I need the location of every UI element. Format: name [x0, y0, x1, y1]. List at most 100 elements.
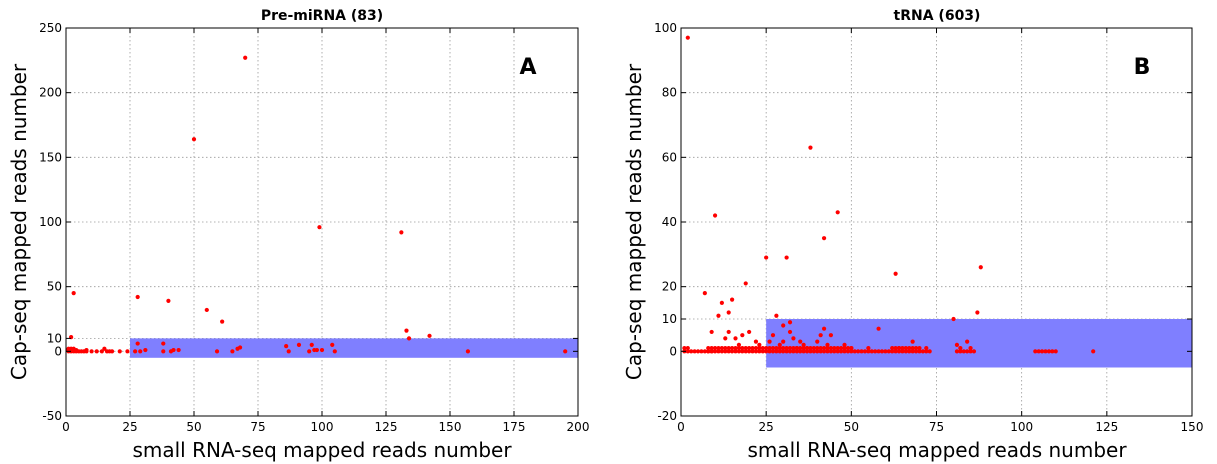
panel-a-data-point — [94, 349, 99, 354]
panel-b-data-point — [798, 346, 803, 351]
panel-a-data-point — [161, 349, 166, 354]
panel-b-data-point — [784, 349, 789, 354]
panel-a-data-point — [309, 342, 314, 347]
panel-b-data-point — [753, 339, 759, 344]
panel-b-data-point — [835, 349, 840, 354]
panel-b-data-point — [764, 349, 769, 354]
panel-b-data-point — [787, 329, 793, 335]
panel-b-xtick-label: 150 — [1181, 420, 1204, 434]
panel-b-data-point — [825, 342, 830, 347]
panel-b-data-point — [798, 339, 803, 344]
panel-b-data-point — [781, 346, 786, 351]
panel-a-data-point — [89, 349, 94, 354]
panel-a-data-point — [230, 349, 235, 354]
panel-b-data-point — [951, 316, 956, 322]
panel-b-data-point — [716, 349, 721, 354]
panel-b-data-point — [706, 346, 711, 351]
panel-b-panel-letter: B — [1134, 55, 1151, 80]
panel-b-highlight-region — [766, 319, 1192, 368]
panel-b-data-point — [740, 333, 745, 338]
panel-b-data-point — [733, 346, 738, 351]
panel-b-data-point — [747, 346, 752, 351]
panel-b-data-point — [832, 349, 837, 354]
panel-a-data-point — [332, 349, 337, 354]
panel-a-xtick-label: 25 — [122, 420, 137, 434]
panel-b-data-point — [716, 346, 721, 351]
panel-a-xtick-label: 150 — [439, 420, 462, 434]
panel-b-xtick-label: 75 — [929, 420, 944, 434]
panel-a-data-point — [135, 294, 140, 300]
panel-b-data-point — [869, 349, 874, 354]
panel-b-ytick-label: -20 — [657, 409, 677, 423]
panel-b-data-point — [767, 349, 772, 354]
panel-b-data-point — [876, 349, 881, 354]
panel-b-data-point — [685, 346, 690, 351]
panel-b-ytick-label: 40 — [662, 215, 677, 229]
panel-b-data-point — [866, 349, 871, 354]
panel-b-data-point — [726, 310, 731, 315]
panel-b-data-point — [767, 339, 772, 344]
panel-b-data-point — [767, 346, 772, 351]
panel-b-xlabel: small RNA-seq mapped reads number — [747, 438, 1127, 462]
panel-b-data-point — [730, 349, 735, 354]
panel-b-data-point — [958, 349, 963, 354]
panel-b-data-point — [702, 291, 707, 296]
panel-b-data-point — [781, 349, 786, 354]
panel-b-data-point — [781, 339, 786, 344]
panel-b-data-point — [791, 349, 796, 354]
panel-b-data-point — [815, 346, 820, 351]
panel-b-data-point — [733, 349, 738, 354]
panel-b-data-point — [818, 346, 823, 351]
panel-b-data-point — [733, 336, 738, 341]
panel-b-data-point — [913, 349, 919, 354]
panel-b-data-point — [712, 349, 718, 354]
panel-b-data-point — [910, 339, 915, 344]
panel-b-data-point — [924, 349, 929, 354]
panel-a-ytick-label: 250 — [39, 21, 62, 35]
panel-a-data-point — [125, 349, 130, 354]
panel-b-data-point — [692, 349, 697, 354]
panel-a-data-point — [220, 319, 225, 324]
panel-b-data-point — [757, 342, 762, 347]
panel-b-data-point — [852, 349, 857, 354]
panel-a-data-point — [284, 344, 289, 349]
panel-b-data-point — [893, 346, 898, 351]
panel-b-data-point — [811, 349, 816, 354]
panel-b-data-point — [832, 346, 837, 351]
panel-b-data-point — [794, 346, 799, 351]
panel-b-xtick-label: 25 — [759, 420, 774, 434]
panel-b-ytick-label: 100 — [654, 21, 677, 35]
panel-b-data-point — [1053, 349, 1058, 354]
panel-b-data-point — [821, 349, 827, 354]
panel-b-data-point — [1050, 349, 1055, 354]
panel-b-data-point — [893, 271, 898, 276]
panel-b-data-point — [845, 346, 851, 351]
panel-a-data-point — [171, 347, 176, 353]
panel-b-data-point — [712, 213, 718, 218]
panel-b-data-point — [770, 333, 776, 338]
panel-b-data-point — [835, 210, 840, 215]
panel-b-data-point — [842, 346, 847, 351]
panel-b-data-point — [760, 349, 765, 354]
panel-b-data-point — [815, 339, 820, 344]
panel-b-data-point — [787, 349, 793, 354]
panel-b-data-point — [764, 346, 769, 351]
panel-a-data-point — [161, 341, 166, 346]
panel-b-data-point — [719, 300, 724, 305]
panel-a-data-point — [307, 349, 312, 354]
panel-b-data-point — [954, 349, 960, 354]
panel-b-data-point — [828, 333, 833, 338]
panel-b-data-point — [975, 310, 980, 315]
panel-b-data-point — [965, 339, 970, 344]
panel-b-data-point — [900, 349, 905, 354]
panel-b-data-point — [770, 349, 776, 354]
panel-b-data-point — [842, 349, 847, 354]
panel-b-data-point — [1091, 349, 1096, 354]
panel-b-data-point — [774, 346, 779, 351]
panel-b-data-point — [818, 349, 823, 354]
panel-b-data-point — [723, 346, 728, 351]
panel-b-data-point — [726, 329, 731, 335]
panel-b-data-point — [924, 346, 929, 351]
panel-a-ytick-label: 200 — [39, 86, 62, 100]
